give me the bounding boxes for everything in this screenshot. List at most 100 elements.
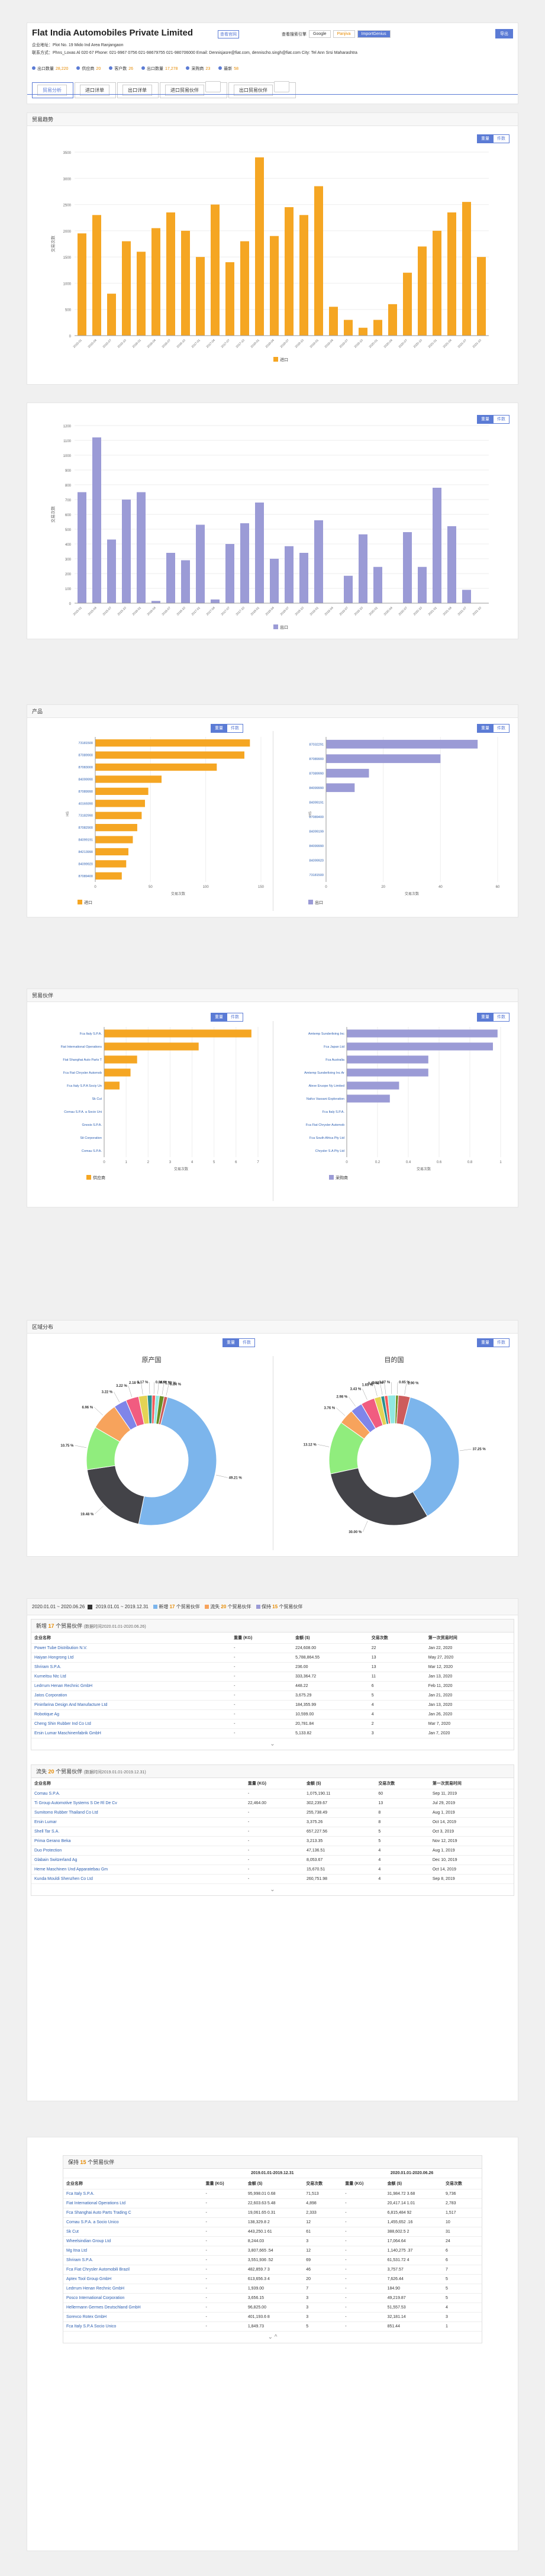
company-link[interactable]: Shriram S.P.A. [63, 2255, 203, 2265]
company-link[interactable]: Glabain Switzerland Ag [31, 1855, 245, 1865]
col-header[interactable]: 金额 ($) [304, 1778, 376, 1789]
cell: - [244, 1789, 304, 1799]
col-header[interactable]: 重量 (KG) [342, 2178, 385, 2189]
tab-3[interactable]: 进口贸易伙伴新 [160, 81, 227, 98]
reg-d-count-toggle[interactable]: 件数 [494, 1338, 509, 1347]
tab-1[interactable]: 进口详单 [75, 82, 116, 98]
prod-imp-weight-toggle[interactable]: 重量 [211, 724, 227, 733]
company-link[interactable]: Ledrrum Henan Rechnic GmbH [31, 1681, 231, 1691]
part-imp-weight-toggle[interactable]: 重量 [211, 1013, 227, 1022]
stat-dot-icon [141, 66, 146, 70]
company-link[interactable]: Kunda Mouldi Shenzhen Co Ltd [31, 1874, 245, 1884]
col-header[interactable]: 交易次数 [368, 1632, 425, 1644]
cell: - [342, 2284, 385, 2294]
company-link[interactable]: Fca Italy S.P.A. [63, 2189, 203, 2199]
company-link[interactable]: Fca Shanghai Auto Parts Trading C [63, 2208, 203, 2218]
weight-toggle-2[interactable]: 重量 [477, 415, 494, 424]
prod-exp-weight-toggle[interactable]: 重量 [477, 724, 494, 733]
col-header[interactable]: 金额 ($) [292, 1632, 369, 1644]
company-link[interactable]: Heme Maschinen Und Apparatebau Gm [31, 1865, 245, 1875]
cell: 31 [443, 2227, 482, 2237]
official-site-badge[interactable]: 查看官网 [218, 30, 239, 38]
col-header[interactable]: 重量 (KG) [202, 2178, 245, 2189]
tab-0[interactable]: 贸易分析 [32, 82, 73, 98]
company-link[interactable]: Wheelsindian Group Ltd [63, 2236, 203, 2246]
new-more-icon[interactable]: ⌄ [270, 1741, 275, 1747]
col-header[interactable]: 交易次数 [443, 2178, 482, 2189]
importgenius-button[interactable]: ImportGenius [357, 30, 391, 38]
company-link[interactable]: Posco International Corporation [63, 2293, 203, 2303]
company-link[interactable]: Sumitomo Rubber Thailand Co Ltd [31, 1808, 245, 1818]
cell: Jul 29, 2019 [429, 1798, 514, 1808]
company-link[interactable]: Duo Protection [31, 1846, 245, 1856]
company-link[interactable]: Cheng Shin Rubber Ind Co Ltd [31, 1719, 231, 1729]
google-button[interactable]: Google [309, 30, 331, 38]
cell: 4 [368, 1709, 425, 1720]
company-link[interactable]: Kurneitsu Ntc Ltd [31, 1672, 231, 1682]
company-link[interactable]: Ersin Lumar [31, 1817, 245, 1827]
company-link[interactable]: Sk Cut [63, 2227, 203, 2237]
company-link[interactable]: Jatos Corporation [31, 1690, 231, 1701]
col-header[interactable]: 交易次数 [303, 2178, 343, 2189]
company-link[interactable]: Robotique Ag [31, 1709, 231, 1720]
company-link[interactable]: Fca Italy S.P.A Socio Unico [63, 2321, 203, 2332]
bar [270, 559, 279, 603]
count-toggle-2[interactable]: 件数 [494, 415, 509, 424]
panjiva-button[interactable]: Panjiva [333, 30, 355, 38]
col-header[interactable]: 企业名称 [31, 1632, 231, 1644]
y-tick-label: 900 [65, 469, 72, 473]
company-link[interactable]: Fiat International Operations Ltd [63, 2198, 203, 2208]
tab-2[interactable]: 出口详单 [117, 82, 159, 98]
col-header[interactable]: 金额 ($) [244, 2178, 304, 2189]
cell: 224,608.00 [292, 1643, 369, 1653]
prod-exp-count-toggle[interactable]: 件数 [494, 724, 509, 733]
export-button[interactable]: 导出 [495, 29, 513, 38]
company-link[interactable]: Ti Group Automotive Systems S De Rl De C… [31, 1798, 245, 1808]
cell: 302,239.67 [304, 1798, 376, 1808]
col-header[interactable]: 企业名称 [63, 2178, 203, 2189]
col-header[interactable]: 重量 (KG) [231, 1632, 293, 1644]
prod-imp-count-toggle[interactable]: 件数 [227, 724, 243, 733]
col-header[interactable]: 交易次数 [375, 1778, 430, 1789]
company-link[interactable]: Pininfarina Design And Manufacture Ltd [31, 1700, 231, 1710]
y-tick-label: 500 [65, 529, 72, 532]
col-header[interactable]: 第一次贸易时间 [429, 1778, 514, 1789]
part-exp-count-toggle[interactable]: 件数 [494, 1013, 509, 1022]
bar [78, 233, 86, 336]
company-link[interactable]: Hellermann Germes Deutschland GmbH [63, 2303, 203, 2313]
company-link[interactable]: Fca Fiat Chrysler Automobili Brazil [63, 2265, 203, 2275]
cell: - [231, 1719, 293, 1729]
tab-4[interactable]: 出口贸易伙伴新 [228, 81, 296, 98]
company-link[interactable]: Mg Itna Ltd [63, 2246, 203, 2256]
leader-line [396, 1382, 398, 1395]
lost-more-icon[interactable]: ⌄ [270, 1886, 275, 1893]
reg-d-weight-toggle[interactable]: 重量 [477, 1338, 494, 1347]
company-link[interactable]: Shriram S.P.A. [31, 1662, 231, 1672]
x-tick-label: 3 [169, 1161, 172, 1164]
part-imp-count-toggle[interactable]: 件数 [227, 1013, 243, 1022]
company-link[interactable]: Aptex Tool Group GmbH [63, 2274, 203, 2284]
company-link[interactable]: Comau S.P.A. a Socio Unico [63, 2217, 203, 2227]
col-header[interactable]: 企业名称 [31, 1778, 245, 1789]
company-link[interactable]: Comau S.P.A. [31, 1789, 245, 1799]
new-badge: 新 [274, 81, 289, 92]
x-tick-label: 2019-07 [339, 339, 349, 349]
pie-label: 13.12 % [304, 1443, 317, 1447]
company-link[interactable]: Shell Tar S.A. [31, 1827, 245, 1837]
weight-toggle[interactable]: 重量 [477, 134, 494, 143]
company-link[interactable]: Ersin Lumar Maschinenfabrik GmbH [31, 1728, 231, 1738]
part-exp-weight-toggle[interactable]: 重量 [477, 1013, 494, 1022]
col-header[interactable]: 重量 (KG) [244, 1778, 304, 1789]
keep-more-icon[interactable]: ⌄ ^ [267, 2334, 278, 2340]
reg-o-count-toggle[interactable]: 件数 [239, 1338, 255, 1347]
company-link[interactable]: Prima Gerano Beka [31, 1836, 245, 1846]
col-header[interactable]: 第一次贸易时间 [425, 1632, 514, 1644]
legend-label: 供应商 [93, 1175, 105, 1180]
company-link[interactable]: Haiyan Hongrong Ltd [31, 1653, 231, 1663]
reg-o-weight-toggle[interactable]: 重量 [222, 1338, 239, 1347]
count-toggle[interactable]: 件数 [494, 134, 509, 143]
company-link[interactable]: Power Tube Distribution N.V. [31, 1643, 231, 1653]
col-header[interactable]: 金额 ($) [384, 2178, 443, 2189]
company-link[interactable]: Sorevco Rotex GmbH [63, 2312, 203, 2322]
company-link[interactable]: Ledrrum Henan Rechnic GmbH [63, 2284, 203, 2294]
